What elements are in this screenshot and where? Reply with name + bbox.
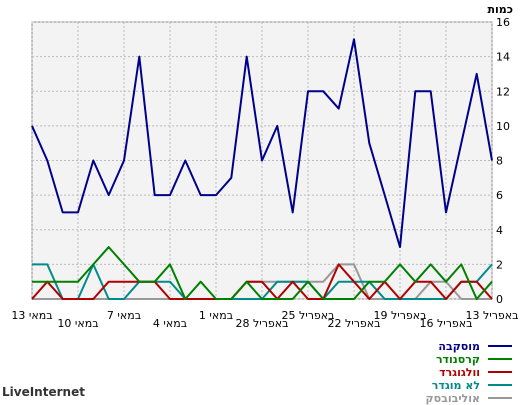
y-tick-label: 10: [496, 120, 510, 133]
x-tick-label: 25 באפריל: [281, 309, 334, 322]
legend-label: לא מוגדר: [432, 379, 480, 392]
series-line: [32, 246, 493, 300]
x-tick-label: 22 באפריל: [327, 317, 380, 330]
x-tick-label: 4 במאי: [153, 317, 187, 330]
legend-label: קרסנודר: [436, 353, 480, 366]
y-tick-label: 0: [496, 293, 503, 306]
y-tick-label: 2: [496, 258, 503, 271]
y-axis-label: כמות: [488, 3, 513, 16]
x-tick-label: 10 במאי: [57, 317, 98, 330]
x-tick-label: 28 באפריל: [235, 317, 288, 330]
brand-logo-text: LiveInternet: [2, 385, 85, 399]
y-tick-label: 16: [496, 16, 510, 29]
y-axis: 0 2 4 6 8 10 12 14 16: [496, 16, 510, 306]
y-tick-label: 4: [496, 224, 503, 237]
x-tick-label: 7 במאי: [107, 309, 141, 322]
x-tick-label: 13 באפריל: [465, 309, 518, 322]
y-tick-label: 8: [496, 155, 503, 168]
y-tick-label: 12: [496, 85, 510, 98]
x-tick-label: 1 במאי: [199, 309, 233, 322]
x-tick-label: 16 באפריל: [419, 317, 472, 330]
legend-label: וולגוגרד: [439, 366, 480, 379]
x-tick-label: 19 באפריל: [373, 309, 426, 322]
legend-label: מוסקבה: [438, 340, 480, 353]
series-lines: [31, 38, 493, 300]
y-tick-label: 14: [496, 51, 510, 64]
y-tick-label: 6: [496, 189, 503, 202]
legend-label: אוליבובסק: [426, 392, 480, 405]
x-tick-label: 13 במאי: [11, 309, 52, 322]
series-line: [31, 38, 493, 249]
